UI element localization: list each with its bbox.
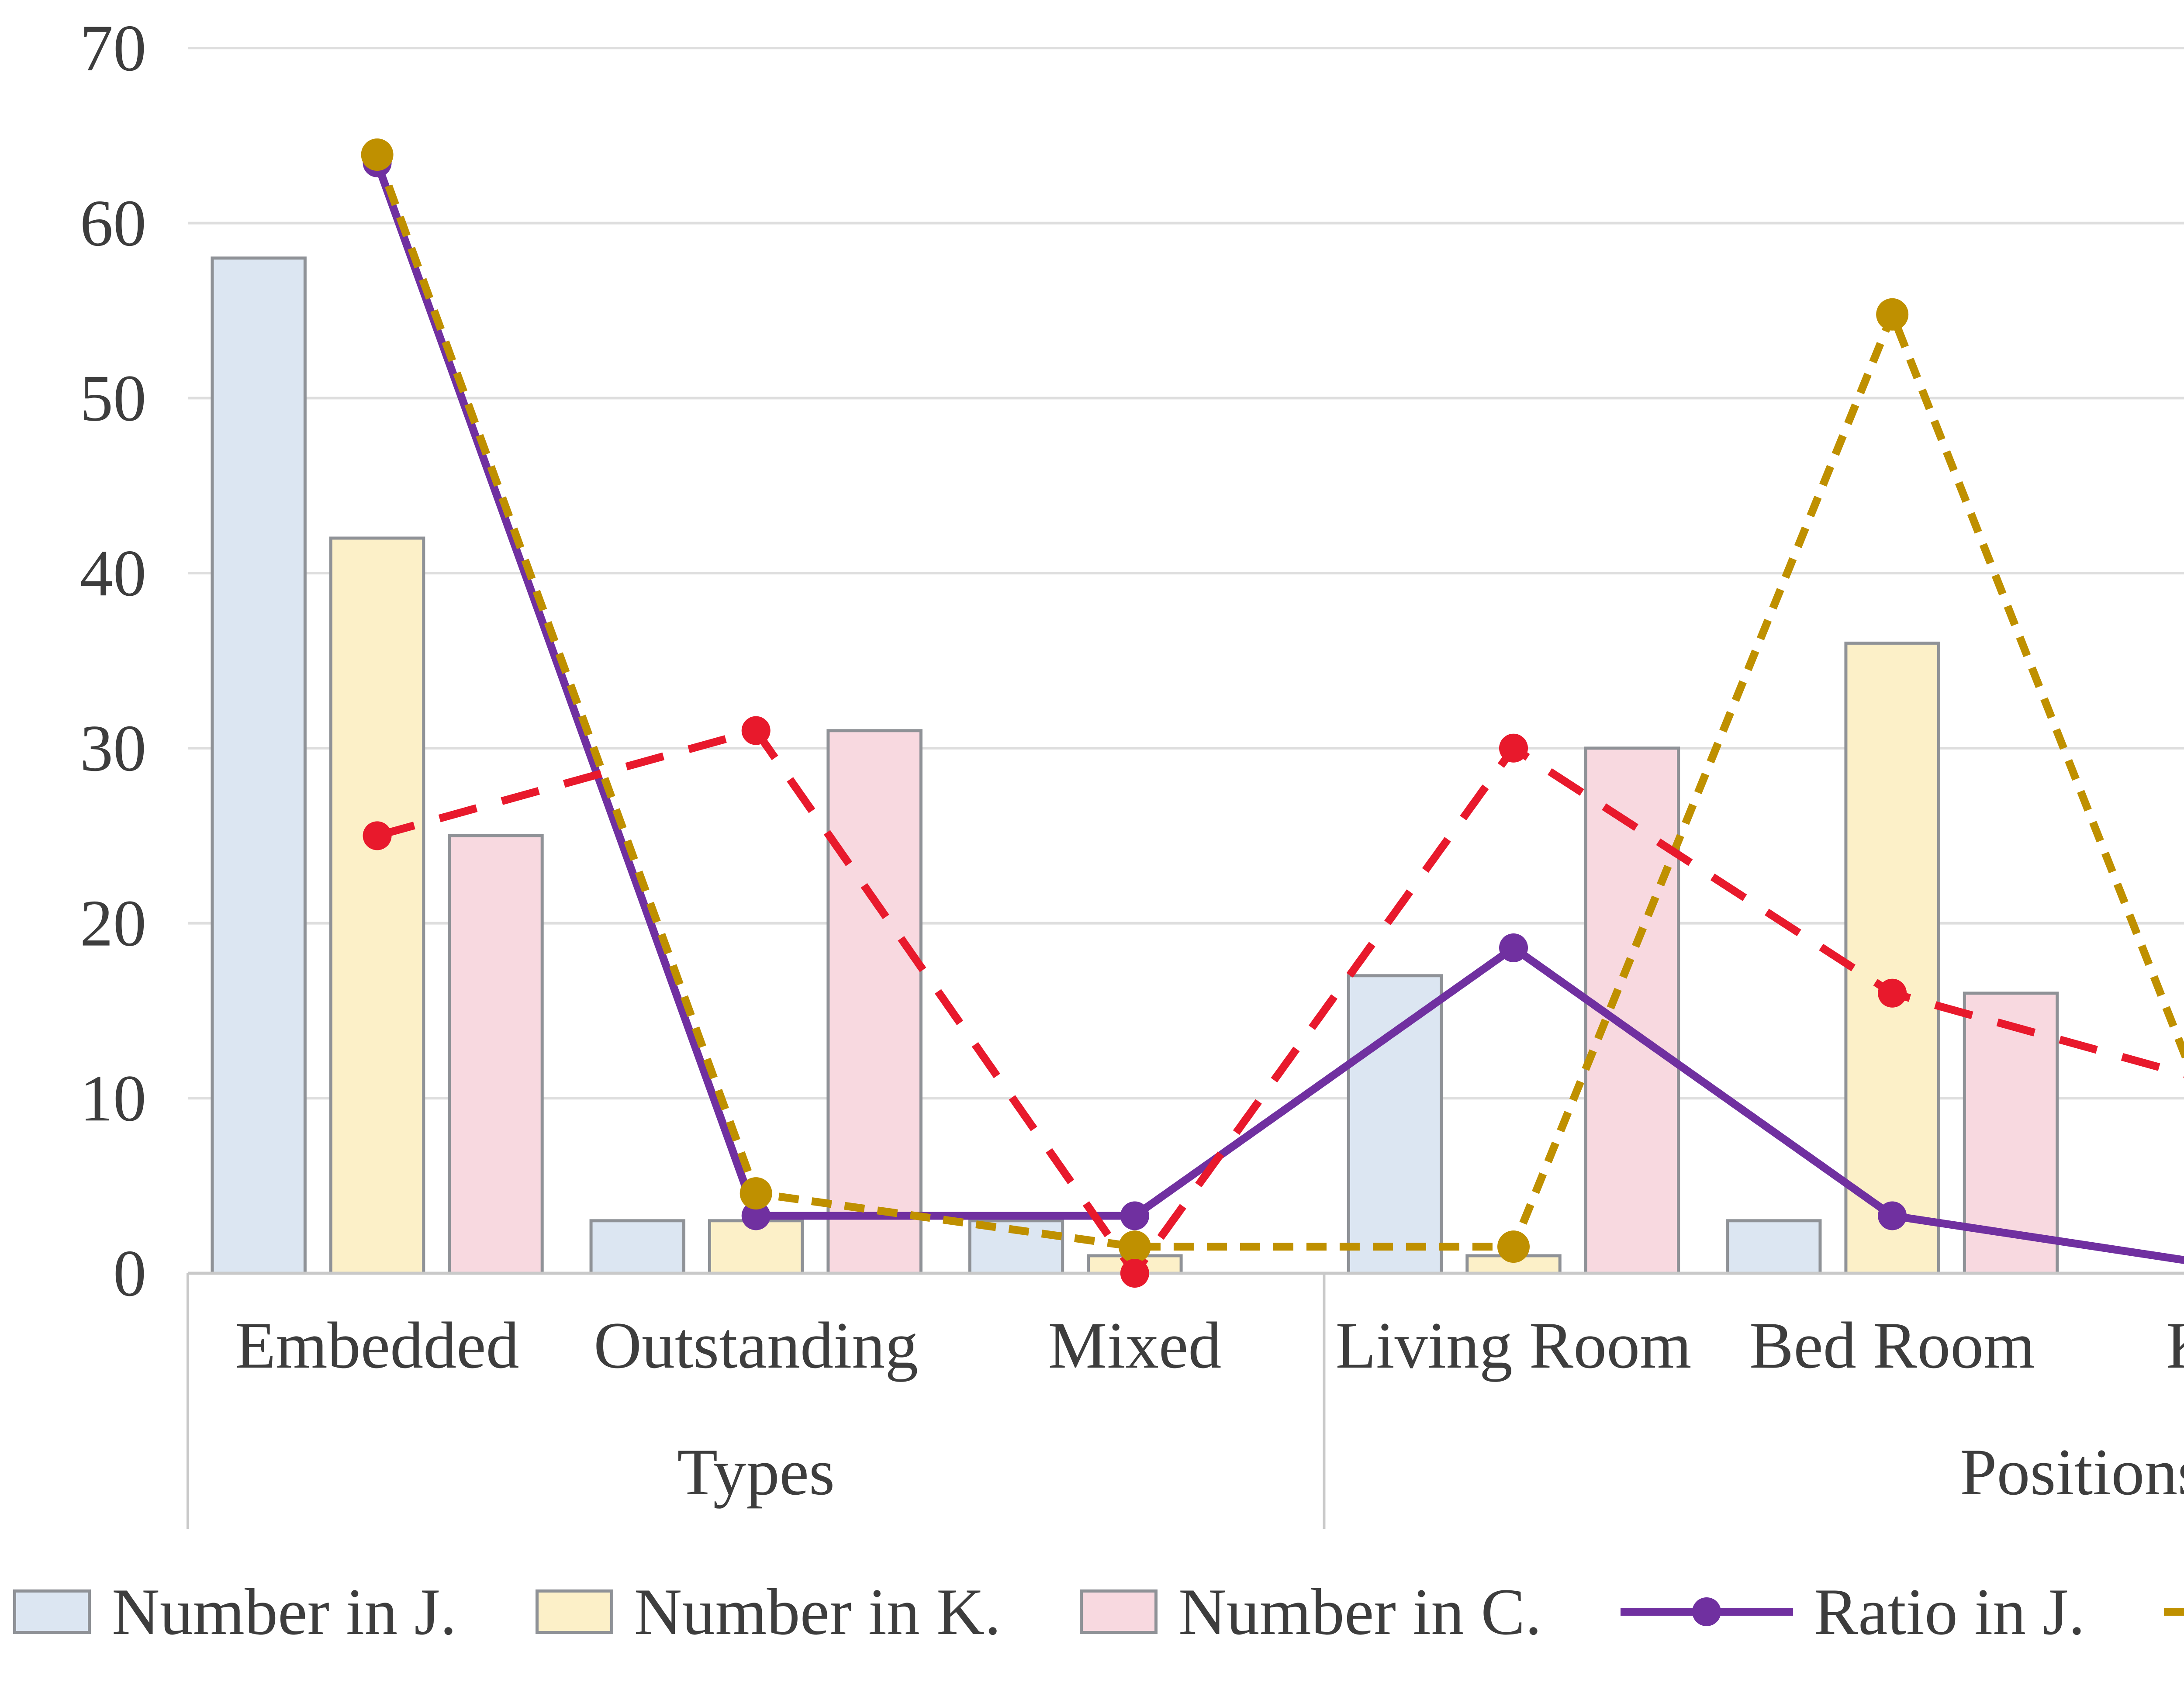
legend-swatch-number-in-j xyxy=(13,1589,91,1634)
marker-ratio-in-j-mixed xyxy=(1120,1201,1149,1230)
legend-marker xyxy=(1692,1597,1721,1626)
x-axis-category-label: Mixed xyxy=(1048,1309,1221,1382)
legend-label: Number in K. xyxy=(634,1575,1001,1648)
x-axis-category-label: Bed Room xyxy=(1749,1309,2035,1382)
marker-ratio-in-j-living-room xyxy=(1499,933,1528,962)
y-axis-left-tick-label: 30 xyxy=(80,712,146,785)
bar-number-in-j-bed-room xyxy=(1726,1219,1822,1275)
y-axis-left-tick-label: 70 xyxy=(80,11,146,85)
legend-swatch-number-in-k xyxy=(535,1589,613,1634)
marker-ratio-in-k-bed-room xyxy=(1876,298,1909,331)
y-axis-left-tick-label: 10 xyxy=(80,1061,146,1135)
y-axis-left-tick-label: 50 xyxy=(80,361,146,435)
x-axis-category-label: Living Room xyxy=(1336,1309,1692,1382)
bar-number-in-c-embedded xyxy=(448,834,544,1275)
bar-number-in-k-bed-room xyxy=(1844,641,1940,1275)
bar-number-in-c-outstanding xyxy=(826,729,923,1275)
legend-swatch-number-in-c xyxy=(1079,1589,1158,1634)
legend: Number in J. Number in K. Number in C. Rati… xyxy=(13,1548,2184,1675)
marker-ratio-in-j-bed-room xyxy=(1878,1201,1907,1230)
marker-ratio-in-k-embedded xyxy=(361,138,394,171)
x-axis-group-label: Positions xyxy=(1960,1435,2184,1509)
marker-ratio-in-c-outstanding xyxy=(741,716,771,745)
marker-ratio-in-k-mixed xyxy=(1118,1230,1151,1263)
y-axis-left-tick-label: 40 xyxy=(80,536,146,610)
marker-ratio-in-j-outstanding xyxy=(741,1201,771,1230)
legend-swatch-ratio-in-k xyxy=(2163,1608,2184,1616)
x-axis-category-label: Embedded xyxy=(235,1309,519,1382)
legend-label: Number in J. xyxy=(112,1575,457,1648)
legend-label: Number in C. xyxy=(1178,1575,1542,1648)
y-axis-left-tick-label: 0 xyxy=(113,1237,146,1310)
x-axis-category-label: Outstanding xyxy=(594,1309,918,1382)
bar-number-in-k-embedded xyxy=(329,536,425,1275)
legend-item-ratio-in-j: Ratio in J. xyxy=(1620,1575,2085,1648)
bar-number-in-j-outstanding xyxy=(589,1219,686,1275)
bar-number-in-j-living-room xyxy=(1347,974,1443,1275)
legend-item-number-in-k: Number in K. xyxy=(535,1575,1001,1648)
legend-item-ratio-in-k: Ratio in K. xyxy=(2163,1579,2184,1645)
legend-item-number-in-c: Number in C. xyxy=(1079,1575,1542,1648)
x-axis-group-label: Types xyxy=(677,1435,835,1509)
marker-ratio-in-k-outstanding xyxy=(740,1177,772,1210)
marker-ratio-in-c-mixed xyxy=(1120,1259,1149,1288)
marker-ratio-in-c-living-room xyxy=(1499,733,1528,763)
marker-ratio-in-c-bed-room xyxy=(1878,978,1907,1008)
y-axis-left-tick-label: 20 xyxy=(80,887,146,960)
y-axis-left-tick-label: 60 xyxy=(80,187,146,260)
legend-item-number-in-j: Number in J. xyxy=(13,1579,456,1645)
legend-swatch-ratio-in-j xyxy=(1620,1597,1793,1626)
marker-ratio-in-k-living-room xyxy=(1497,1230,1530,1263)
legend-label: Ratio in J. xyxy=(1814,1575,2085,1648)
bar-number-in-j-embedded xyxy=(211,256,307,1275)
x-axis-category-label: Kitchen xyxy=(2166,1309,2184,1382)
marker-ratio-in-c-embedded xyxy=(363,821,392,850)
